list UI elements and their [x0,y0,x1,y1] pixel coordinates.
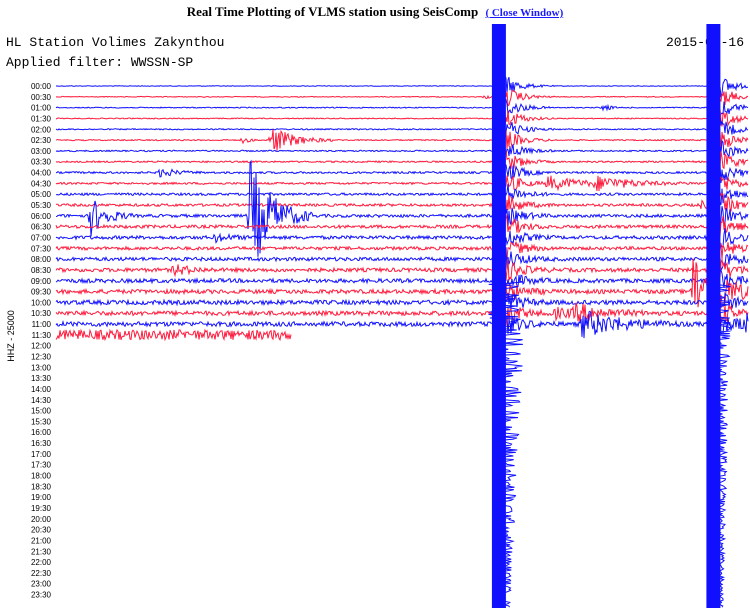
time-tick-label: 02:30 [31,136,52,145]
time-tick-label: 05:30 [31,201,52,210]
time-tick-label: 10:30 [31,309,52,318]
time-tick-label: 23:00 [31,580,52,589]
trace-row [55,83,749,111]
time-tick-label: 14:00 [31,385,52,394]
time-tick-label: 04:30 [31,179,52,188]
time-tick-label: 01:00 [31,104,52,113]
time-tick-label: 03:00 [31,147,52,156]
time-tick-label: 09:30 [31,288,52,297]
time-tick-label: 16:00 [31,428,52,437]
trace-row [55,74,748,101]
time-tick-label: 19:30 [31,504,52,513]
time-tick-label: 05:00 [31,190,52,199]
time-tick-label: 11:30 [32,331,52,340]
time-tick-label: 15:30 [31,417,52,426]
time-tick-label: 02:00 [31,125,52,134]
time-tick-label: 20:00 [31,515,52,524]
trace-row [55,328,292,342]
time-tick-label: 12:00 [31,342,52,351]
seismic-traces [55,24,749,608]
time-tick-label: 20:30 [31,526,52,535]
time-tick-label: 00:30 [31,93,52,102]
close-window-link[interactable]: ( Close Window) [485,7,564,19]
time-tick-label: 10:00 [31,298,52,307]
time-tick-label: 07:30 [31,244,52,253]
time-tick-label: 08:30 [31,266,52,275]
trace-row [55,116,748,142]
time-tick-label: 11:00 [32,320,52,329]
trace-row [55,214,749,246]
trace-row [55,187,749,221]
time-tick-label: 04:00 [31,169,52,178]
trace-row [55,183,749,210]
time-tick-label: 00:00 [31,82,52,91]
trace-row [55,258,749,286]
trace-row [55,125,749,152]
time-tick-label: 19:00 [31,493,52,502]
event-coda [488,280,524,608]
time-tick-label: 06:30 [31,223,52,232]
time-tick-label: 23:30 [31,591,52,600]
filter-label: Applied filter: WWSSN-SP [6,55,193,70]
time-tick-label: 08:00 [31,255,52,264]
trace-row [55,258,749,312]
trace-row [55,101,749,133]
time-tick-label: 09:00 [31,277,52,286]
trace-row [55,298,749,328]
event-coda [711,280,732,608]
page-header: Real Time Plotting of VLMS station using… [0,4,750,20]
time-tick-label: 21:00 [31,536,52,545]
trace-row [55,165,749,198]
time-tick-label: 12:30 [31,353,52,362]
helicorder-svg: HL Station Volimes Zakynthou Applied fil… [6,24,749,608]
time-tick-label: 16:30 [31,439,52,448]
channel-label: HHZ - 25000 [6,310,16,362]
trace-row [55,310,749,343]
time-tick-label: 01:30 [31,114,52,123]
time-tick-label: 22:30 [31,569,52,578]
trace-row [55,139,749,169]
trace-row [55,157,749,190]
trace-row [55,235,749,266]
time-tick-label: 13:30 [31,374,52,383]
time-tick-label: 18:30 [31,482,52,491]
station-label: HL Station Volimes Zakynthou [6,35,224,50]
time-tick-label: 17:00 [31,450,52,459]
time-tick-label: 15:00 [31,407,52,416]
trace-row [55,268,749,298]
trace-row [55,93,749,124]
time-tick-label: 06:00 [31,212,52,221]
helicorder-plot: HL Station Volimes Zakynthou Applied fil… [0,24,750,608]
time-tick-label: 03:30 [31,158,52,167]
time-tick-label: 14:30 [31,396,52,405]
trace-row [55,223,749,255]
time-tick-label: 17:30 [31,461,52,470]
time-tick-label: 07:00 [31,233,52,242]
date-label: 2015-03-16 [666,35,744,50]
trace-row [55,284,749,317]
trace-row [55,147,749,179]
trace-row [55,159,749,257]
page-title: Real Time Plotting of VLMS station using… [186,4,479,19]
saturated-event-band [706,24,721,608]
time-tick-label: 22:00 [31,558,52,567]
time-tick-label: 21:30 [31,547,52,556]
time-tick-label: 18:00 [31,472,52,481]
time-tick-label: 13:00 [31,363,52,372]
trace-row [55,242,749,277]
